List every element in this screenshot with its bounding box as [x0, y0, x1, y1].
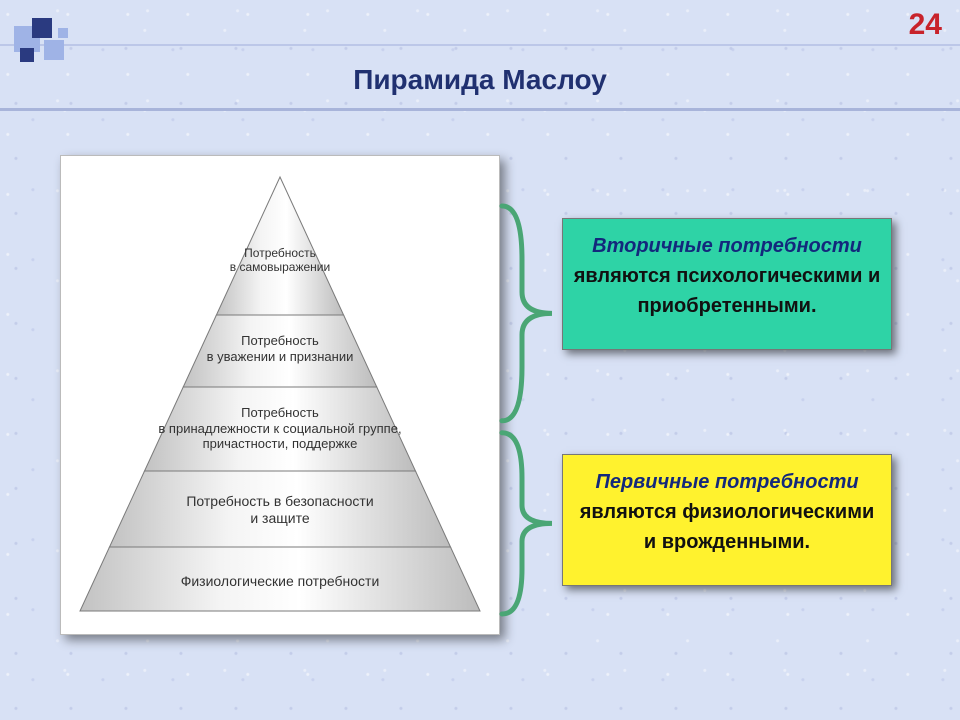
top-rule: [0, 44, 960, 46]
pyramid-label-3: Потребность в принадлежности к социально…: [149, 405, 412, 452]
callout-primary-needs: Первичные потребности являются физиологи…: [562, 454, 892, 586]
pyramid-shape: [60, 155, 500, 635]
pyramid-panel: Потребность в самовыражении Потребность в…: [60, 155, 500, 635]
page-number: 24: [909, 8, 942, 42]
pyramid-label-5: Физиологические потребности: [84, 573, 476, 590]
pyramid-label-1: Потребность в самовыражении: [220, 246, 339, 275]
slide-title: Пирамида Маслоу: [0, 64, 960, 96]
callout-secondary-needs: Вторичные потребности являются психологи…: [562, 218, 892, 350]
callout-secondary-title: Вторичные потребности: [573, 231, 881, 261]
title-underline: [0, 108, 960, 111]
callout-primary-body: являются физиологическими и врожденными.: [573, 497, 881, 557]
pyramid-label-4: Потребность в безопасности и защите: [114, 493, 447, 527]
callout-secondary-body: являются психологическими и приобретенны…: [573, 261, 881, 321]
pyramid-label-2: Потребность в уважении и признании: [187, 333, 373, 364]
callout-primary-title: Первичные потребности: [573, 467, 881, 497]
